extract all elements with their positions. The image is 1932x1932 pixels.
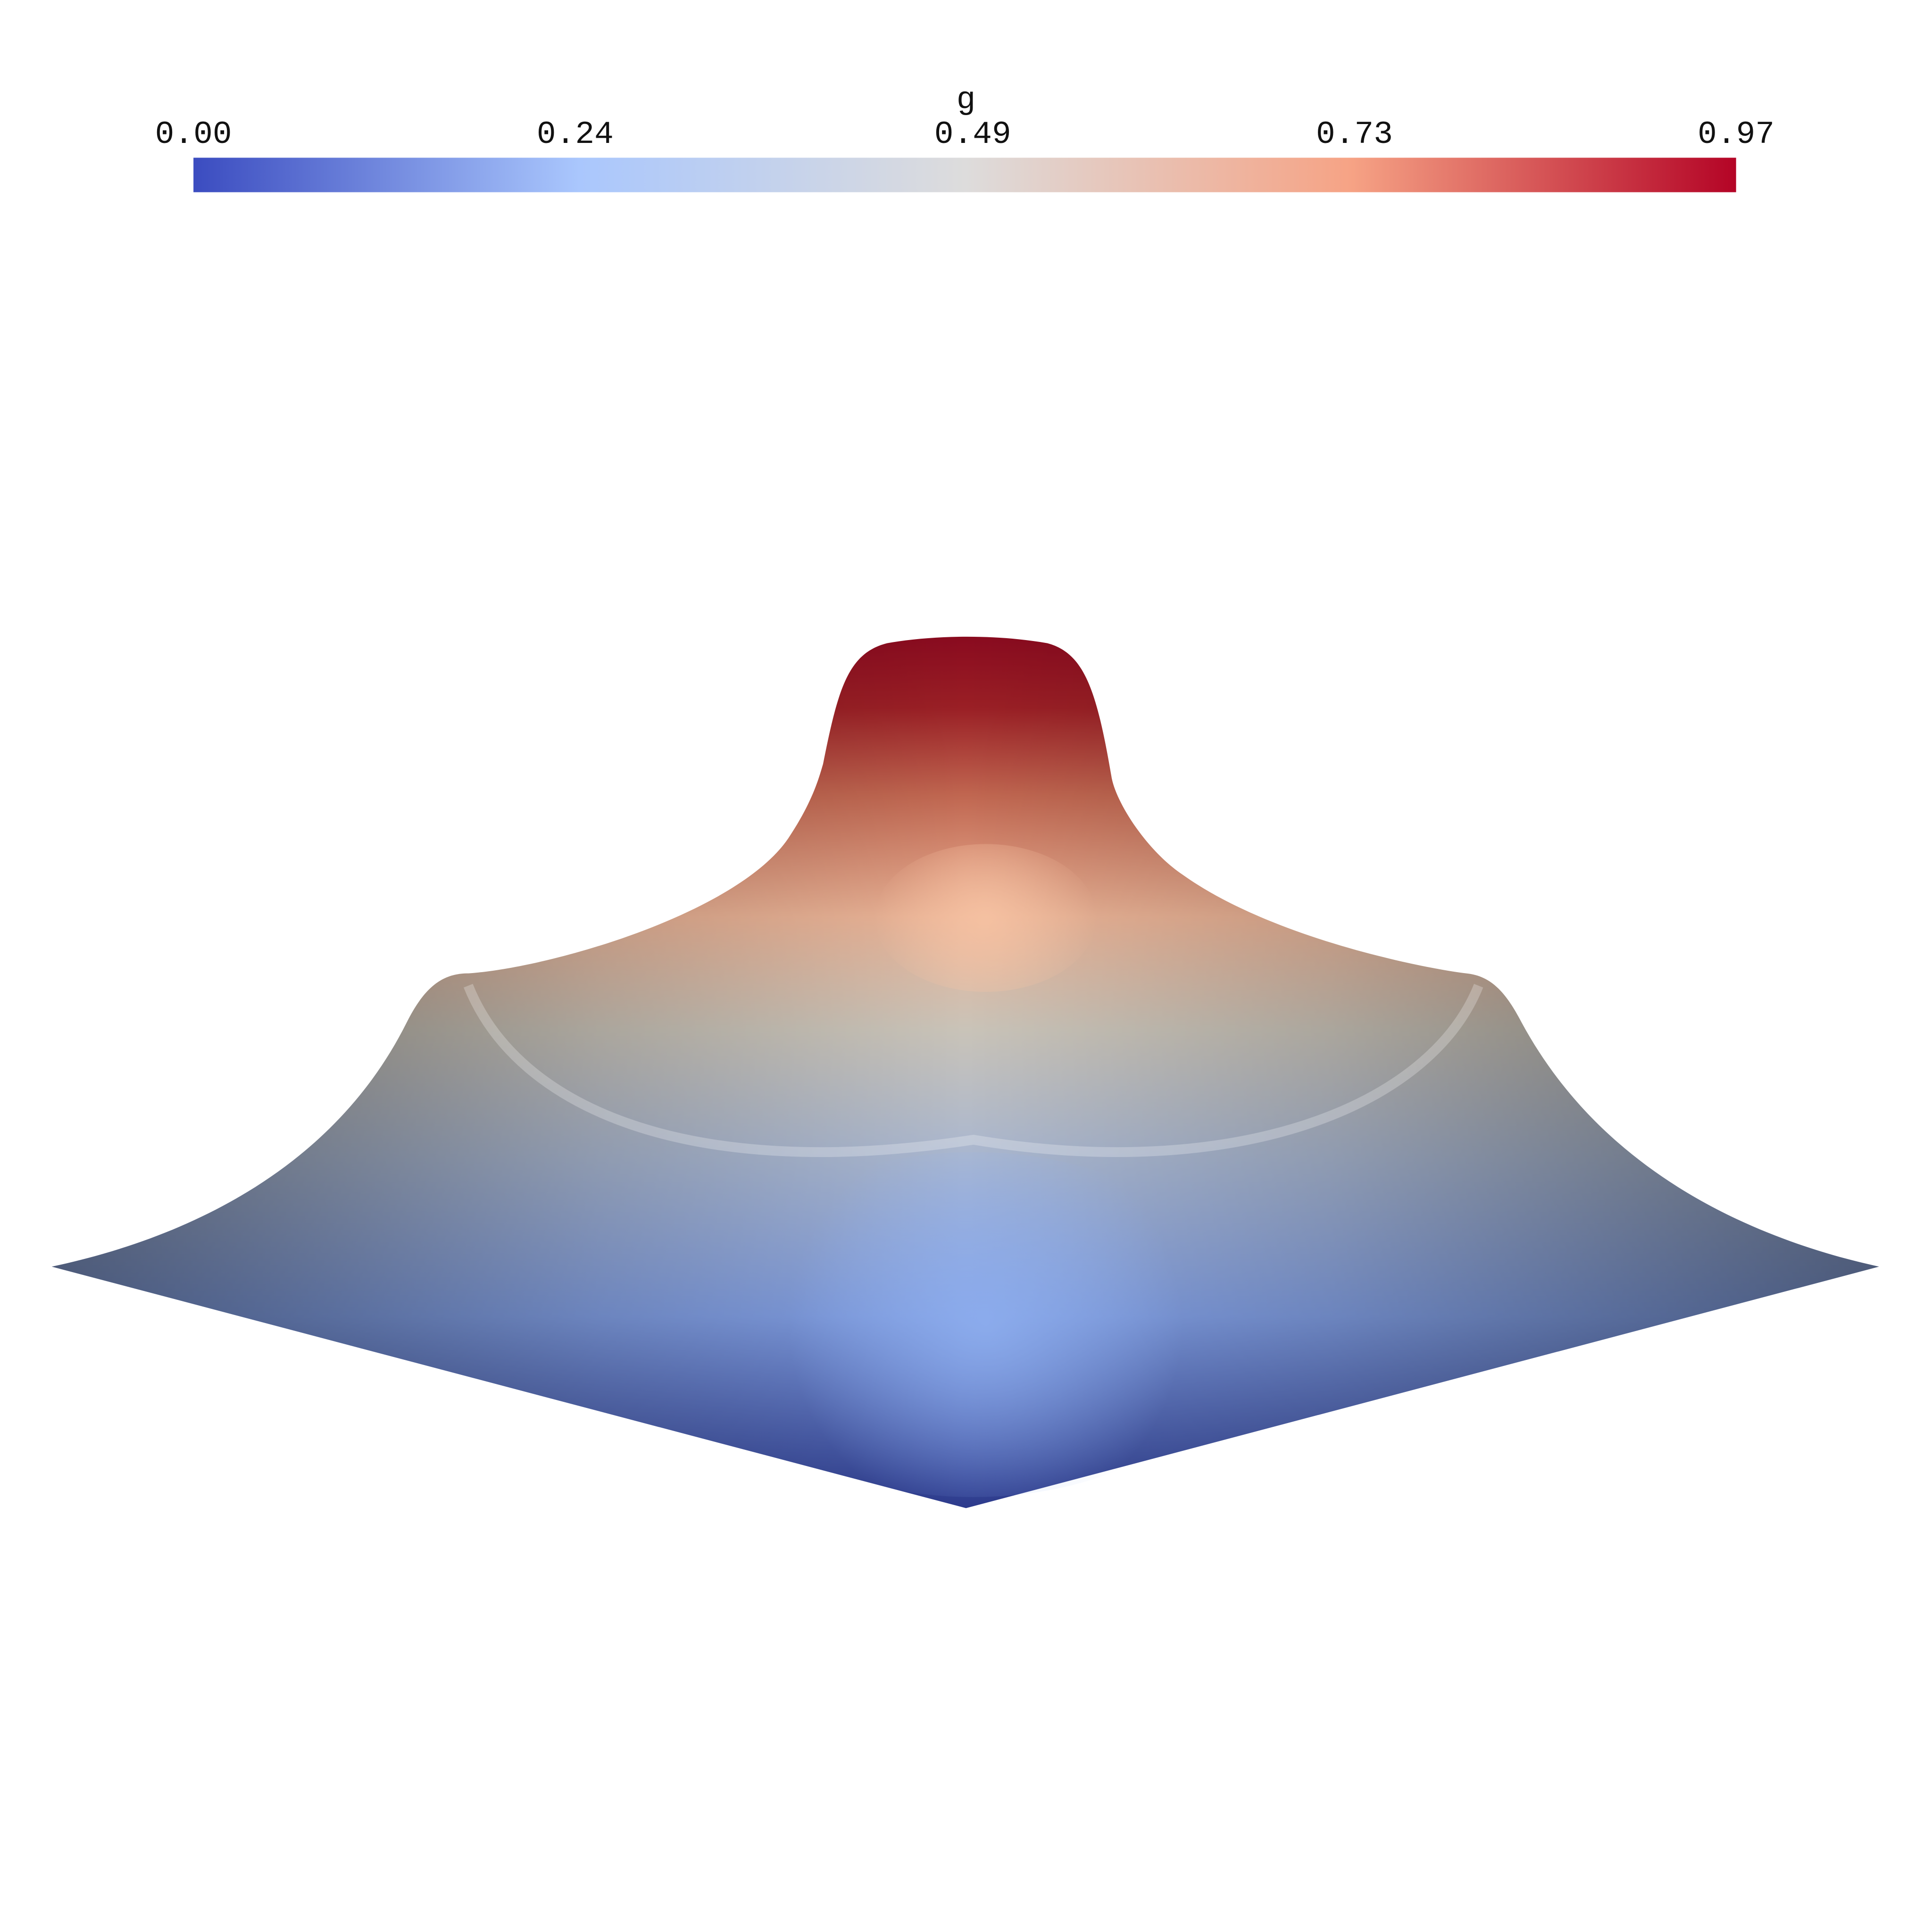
colorbar-tick-label: 0.49	[934, 117, 1011, 153]
colorbar-tick-label: 0.73	[1316, 117, 1393, 153]
colorbar-tick-label: 0.24	[537, 117, 614, 153]
colorbar-title: g	[957, 82, 976, 118]
surface	[51, 636, 1879, 1508]
colorbar-tick-label: 0.97	[1698, 117, 1774, 153]
colorbar	[193, 158, 1736, 192]
colorbar-tick-label: 0.00	[155, 117, 232, 153]
